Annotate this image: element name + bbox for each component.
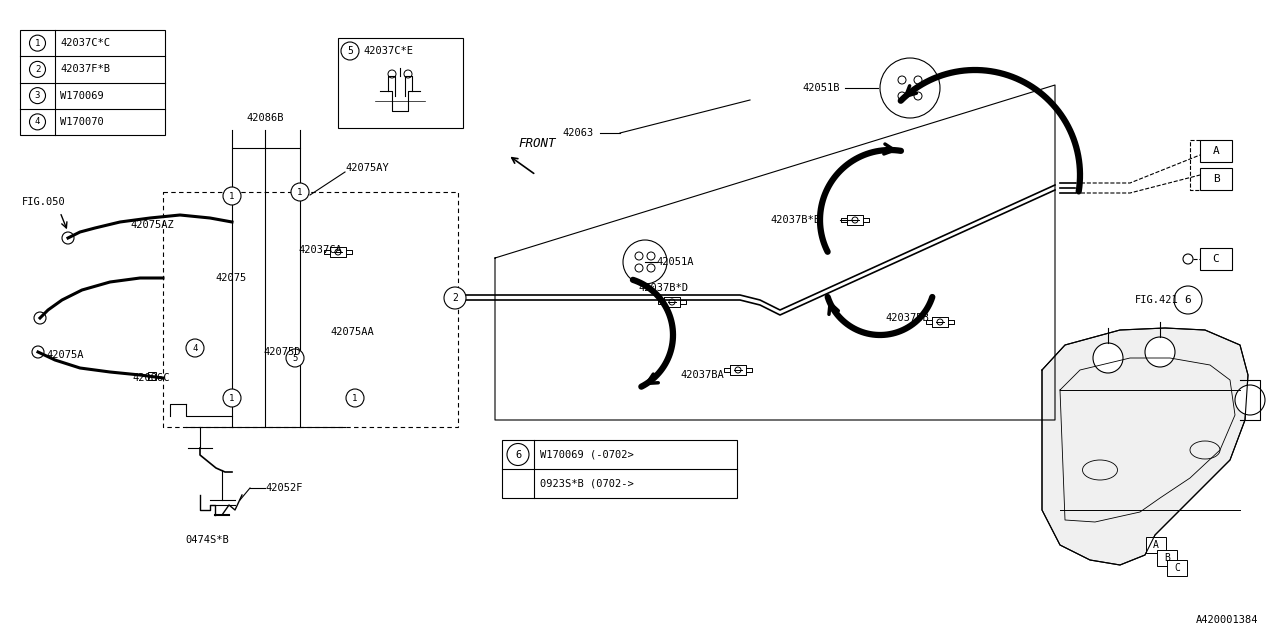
Text: 2: 2 [452, 293, 458, 303]
Text: C: C [1174, 563, 1180, 573]
Text: 0923S*B (0702->: 0923S*B (0702-> [540, 479, 634, 488]
Bar [1157, 550, 1178, 566]
Polygon shape [1042, 328, 1248, 565]
Text: A: A [1153, 540, 1158, 550]
Text: 42052F: 42052F [265, 483, 302, 493]
Text: 42075: 42075 [215, 273, 246, 283]
Circle shape [35, 312, 46, 324]
Text: 42063: 42063 [562, 128, 593, 138]
Text: 42037B*E: 42037B*E [771, 215, 820, 225]
Text: 42037CA: 42037CA [298, 245, 342, 255]
Circle shape [340, 42, 358, 60]
Bar [163, 192, 458, 427]
Circle shape [29, 35, 46, 51]
Bar [1201, 168, 1231, 190]
Circle shape [223, 187, 241, 205]
Circle shape [1146, 337, 1175, 367]
Circle shape [223, 389, 241, 407]
Text: FIG.421: FIG.421 [1135, 295, 1179, 305]
Text: 0474S*B: 0474S*B [186, 535, 229, 545]
Circle shape [29, 114, 46, 130]
Circle shape [291, 183, 308, 201]
Text: 1: 1 [35, 38, 40, 47]
Circle shape [881, 58, 940, 118]
Text: 42086B: 42086B [246, 113, 284, 123]
Bar [338, 38, 463, 128]
Circle shape [29, 88, 46, 104]
Text: 2: 2 [35, 65, 40, 74]
Text: 42075D: 42075D [262, 347, 301, 357]
Text: 42051A: 42051A [657, 257, 694, 267]
Circle shape [346, 389, 364, 407]
Text: A420001384: A420001384 [1196, 615, 1258, 625]
Text: 42051B: 42051B [803, 83, 840, 93]
Text: W170069 (-0702>: W170069 (-0702> [540, 449, 634, 460]
Text: 4: 4 [35, 117, 40, 126]
Text: A: A [1212, 146, 1220, 156]
Text: FIG.050: FIG.050 [22, 197, 65, 207]
Text: 5: 5 [292, 353, 298, 362]
Text: 42037C*C: 42037C*C [60, 38, 110, 48]
Bar [20, 30, 165, 135]
Circle shape [623, 240, 667, 284]
Circle shape [32, 346, 44, 358]
Text: 5: 5 [347, 46, 353, 56]
Text: 42086C: 42086C [132, 373, 169, 383]
Circle shape [444, 287, 466, 309]
Text: B: B [1164, 553, 1170, 563]
Text: 42075AA: 42075AA [330, 327, 374, 337]
Text: 3: 3 [35, 91, 40, 100]
Circle shape [507, 444, 529, 465]
Bar [1167, 560, 1187, 576]
Text: W170069: W170069 [60, 91, 104, 100]
Text: 1: 1 [352, 394, 357, 403]
Circle shape [1093, 343, 1123, 373]
Text: 1: 1 [229, 394, 234, 403]
Text: 42037F*B: 42037F*B [60, 65, 110, 74]
Bar [1146, 537, 1166, 553]
Text: 1: 1 [229, 191, 234, 200]
Circle shape [1174, 286, 1202, 314]
Text: 42037C*E: 42037C*E [364, 46, 413, 56]
Text: C: C [1212, 254, 1220, 264]
Circle shape [61, 232, 74, 244]
Text: FRONT: FRONT [518, 136, 556, 150]
Text: 42037BB: 42037BB [884, 313, 929, 323]
Circle shape [29, 61, 46, 77]
Text: 1: 1 [297, 188, 302, 196]
Bar [502, 440, 737, 498]
Circle shape [285, 349, 305, 367]
Text: 42075AY: 42075AY [346, 163, 389, 173]
Text: 6: 6 [1184, 295, 1192, 305]
Text: 42075A: 42075A [46, 350, 83, 360]
Bar [1201, 140, 1231, 162]
Text: 4: 4 [192, 344, 197, 353]
Circle shape [1235, 385, 1265, 415]
Bar [1201, 248, 1231, 270]
Text: 42037BA: 42037BA [680, 370, 723, 380]
Text: 42075AZ: 42075AZ [131, 220, 174, 230]
Text: B: B [1212, 174, 1220, 184]
Bar [148, 372, 156, 380]
Text: 42037B*D: 42037B*D [637, 283, 689, 293]
Text: 6: 6 [515, 449, 521, 460]
Text: W170070: W170070 [60, 117, 104, 127]
Circle shape [186, 339, 204, 357]
